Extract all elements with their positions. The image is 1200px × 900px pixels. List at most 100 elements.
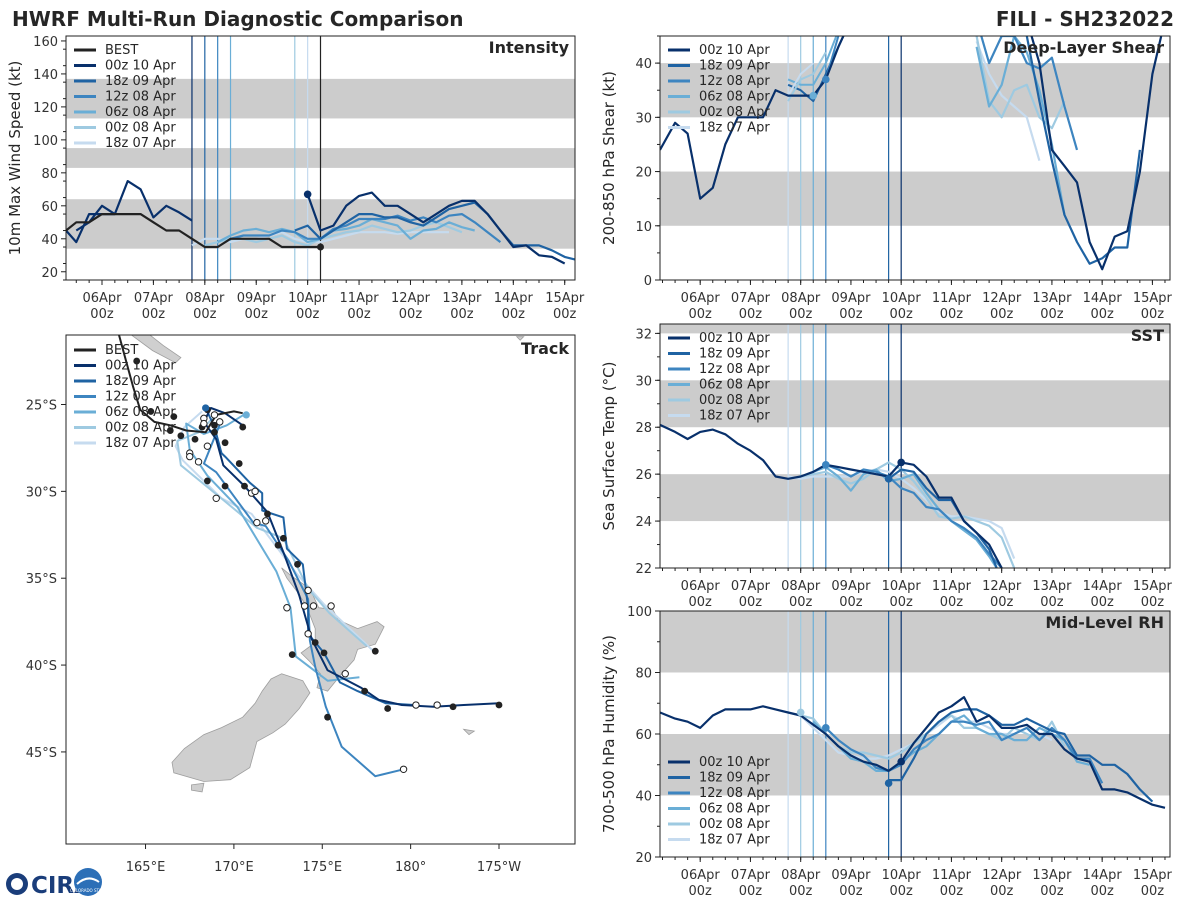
track-marker [211,421,218,429]
legend-label: 00z 08 Apr [699,817,770,832]
xtick-label: 13Apr [1032,579,1072,594]
panel-title: Track [521,339,569,358]
panels: 2040608010012014016006Apr00z07Apr00z08Ap… [6,35,1173,899]
xtick-label: 10Apr [882,291,922,306]
xtick-label: 00z [1040,884,1064,899]
track-marker [495,701,503,709]
ytick-label: 10 [635,220,652,235]
landmass [191,782,205,793]
track-marker [239,423,247,431]
legend-label: 00z 08 Apr [105,121,176,136]
track-marker-open [304,586,312,595]
xtick-label: 13Apr [1032,868,1072,883]
xtick-label: 00z [553,307,577,322]
xtick-label: 14Apr [494,291,534,306]
band [660,380,1170,428]
xtick-label: 165°E [126,860,166,875]
landmass [130,335,182,364]
track-marker-open [186,452,194,461]
xtick-label: 175°E [303,860,343,875]
series-line [66,180,193,244]
marker [822,75,830,84]
ytick-label: 35°S [26,572,57,587]
panel-intensity: 2040608010012014016006Apr00z07Apr00z08Ap… [6,35,585,322]
track-marker-open [283,604,291,612]
legend-label: 12z 08 Apr [699,786,770,801]
xtick-label: 00z [789,307,813,322]
legend-label: BEST [105,343,138,358]
xtick-label: 00z [990,307,1014,322]
legend-label: 00z 08 Apr [105,421,176,436]
xtick-label: 15Apr [545,291,585,306]
panel-rh: 2040608010006Apr00z07Apr00z08Apr00z09Apr… [600,605,1173,899]
track-marker [203,477,211,485]
track-marker-open [304,630,312,638]
xtick-label: 11Apr [932,579,972,594]
y-axis-label: 700-500 hPa Humidity (%) [600,635,618,833]
legend-label: 18z 09 Apr [105,74,176,89]
panel-track: 165°E 170°E 175°E 180° 175°W 25°S 30°S 35°S 40°S… [26,334,576,875]
xtick-label: 00z [1040,595,1064,610]
ytick-label: 30 [635,374,652,389]
cira-logo: CIRA COLORADO STATE [6,868,107,899]
xtick-label: 00z [739,884,763,899]
track-marker [320,649,328,657]
legend-label: 00z 10 Apr [699,331,770,346]
series-line [812,466,998,568]
track-line [176,415,368,647]
track-marker [361,687,369,695]
series-line [294,201,575,261]
ytick-label: 40 [635,57,652,72]
xtick-label: 00z [90,307,114,322]
track-marker [294,560,301,568]
xtick-label: 00z [990,595,1014,610]
band [660,611,1170,673]
legend-label: 12z 08 Apr [699,74,770,89]
ytick-label: 40 [635,790,652,805]
legend-label: 12z 08 Apr [105,90,176,105]
track-line [185,412,360,682]
track-marker-open [327,602,335,610]
axes-frame [659,35,1171,281]
track-marker [288,651,296,659]
ytick-label: 80 [635,667,652,682]
xtick-label: 00z [1090,595,1114,610]
legend-label: 00z 10 Apr [699,43,770,58]
figure-title: HWRF Multi-Run Diagnostic Comparison [12,7,463,31]
xtick-label: 08Apr [781,579,821,594]
track-marker-open [251,487,259,496]
track-marker [202,404,210,412]
xtick-label: 00z [245,307,269,322]
xtick-label: 00z [789,884,813,899]
track-marker-open [200,419,208,428]
series-line [660,696,1166,809]
track-marker [211,428,218,436]
xtick-label: 13Apr [442,291,482,306]
xtick-label: 00z [789,595,813,610]
panel-shear: 01020304006Apr00z07Apr00z08Apr00z09Apr00… [600,35,1173,322]
panel-sst: 22242628303206Apr00z07Apr00z08Apr00z09Ap… [600,323,1173,610]
xtick-label: 12Apr [982,291,1022,306]
series-line [230,213,502,243]
xtick-label: 00z [889,884,913,899]
legend-label: 18z 09 Apr [105,374,176,389]
track-marker-open [399,765,408,774]
xtick-label: 00z [689,595,713,610]
ytick-label: 20 [635,851,652,866]
track-marker-open [309,602,318,610]
xtick-label: 00z [839,884,863,899]
legend-label: 18z 07 Apr [699,409,770,424]
track-marker-open [433,701,441,709]
legend-label: 18z 07 Apr [105,136,176,151]
legend-label: 06z 08 Apr [699,90,770,105]
series-line [825,463,1003,568]
xtick-label: 00z [1090,884,1114,899]
series-line [787,51,827,102]
xtick-label: 00z [1141,595,1165,610]
xtick-label: 11Apr [932,291,972,306]
xtick-label: 00z [193,307,217,322]
ytick-label: 30 [635,111,652,126]
ytick-label: 28 [635,421,652,436]
series-line [887,468,998,568]
xtick-label: 00z [296,307,320,322]
